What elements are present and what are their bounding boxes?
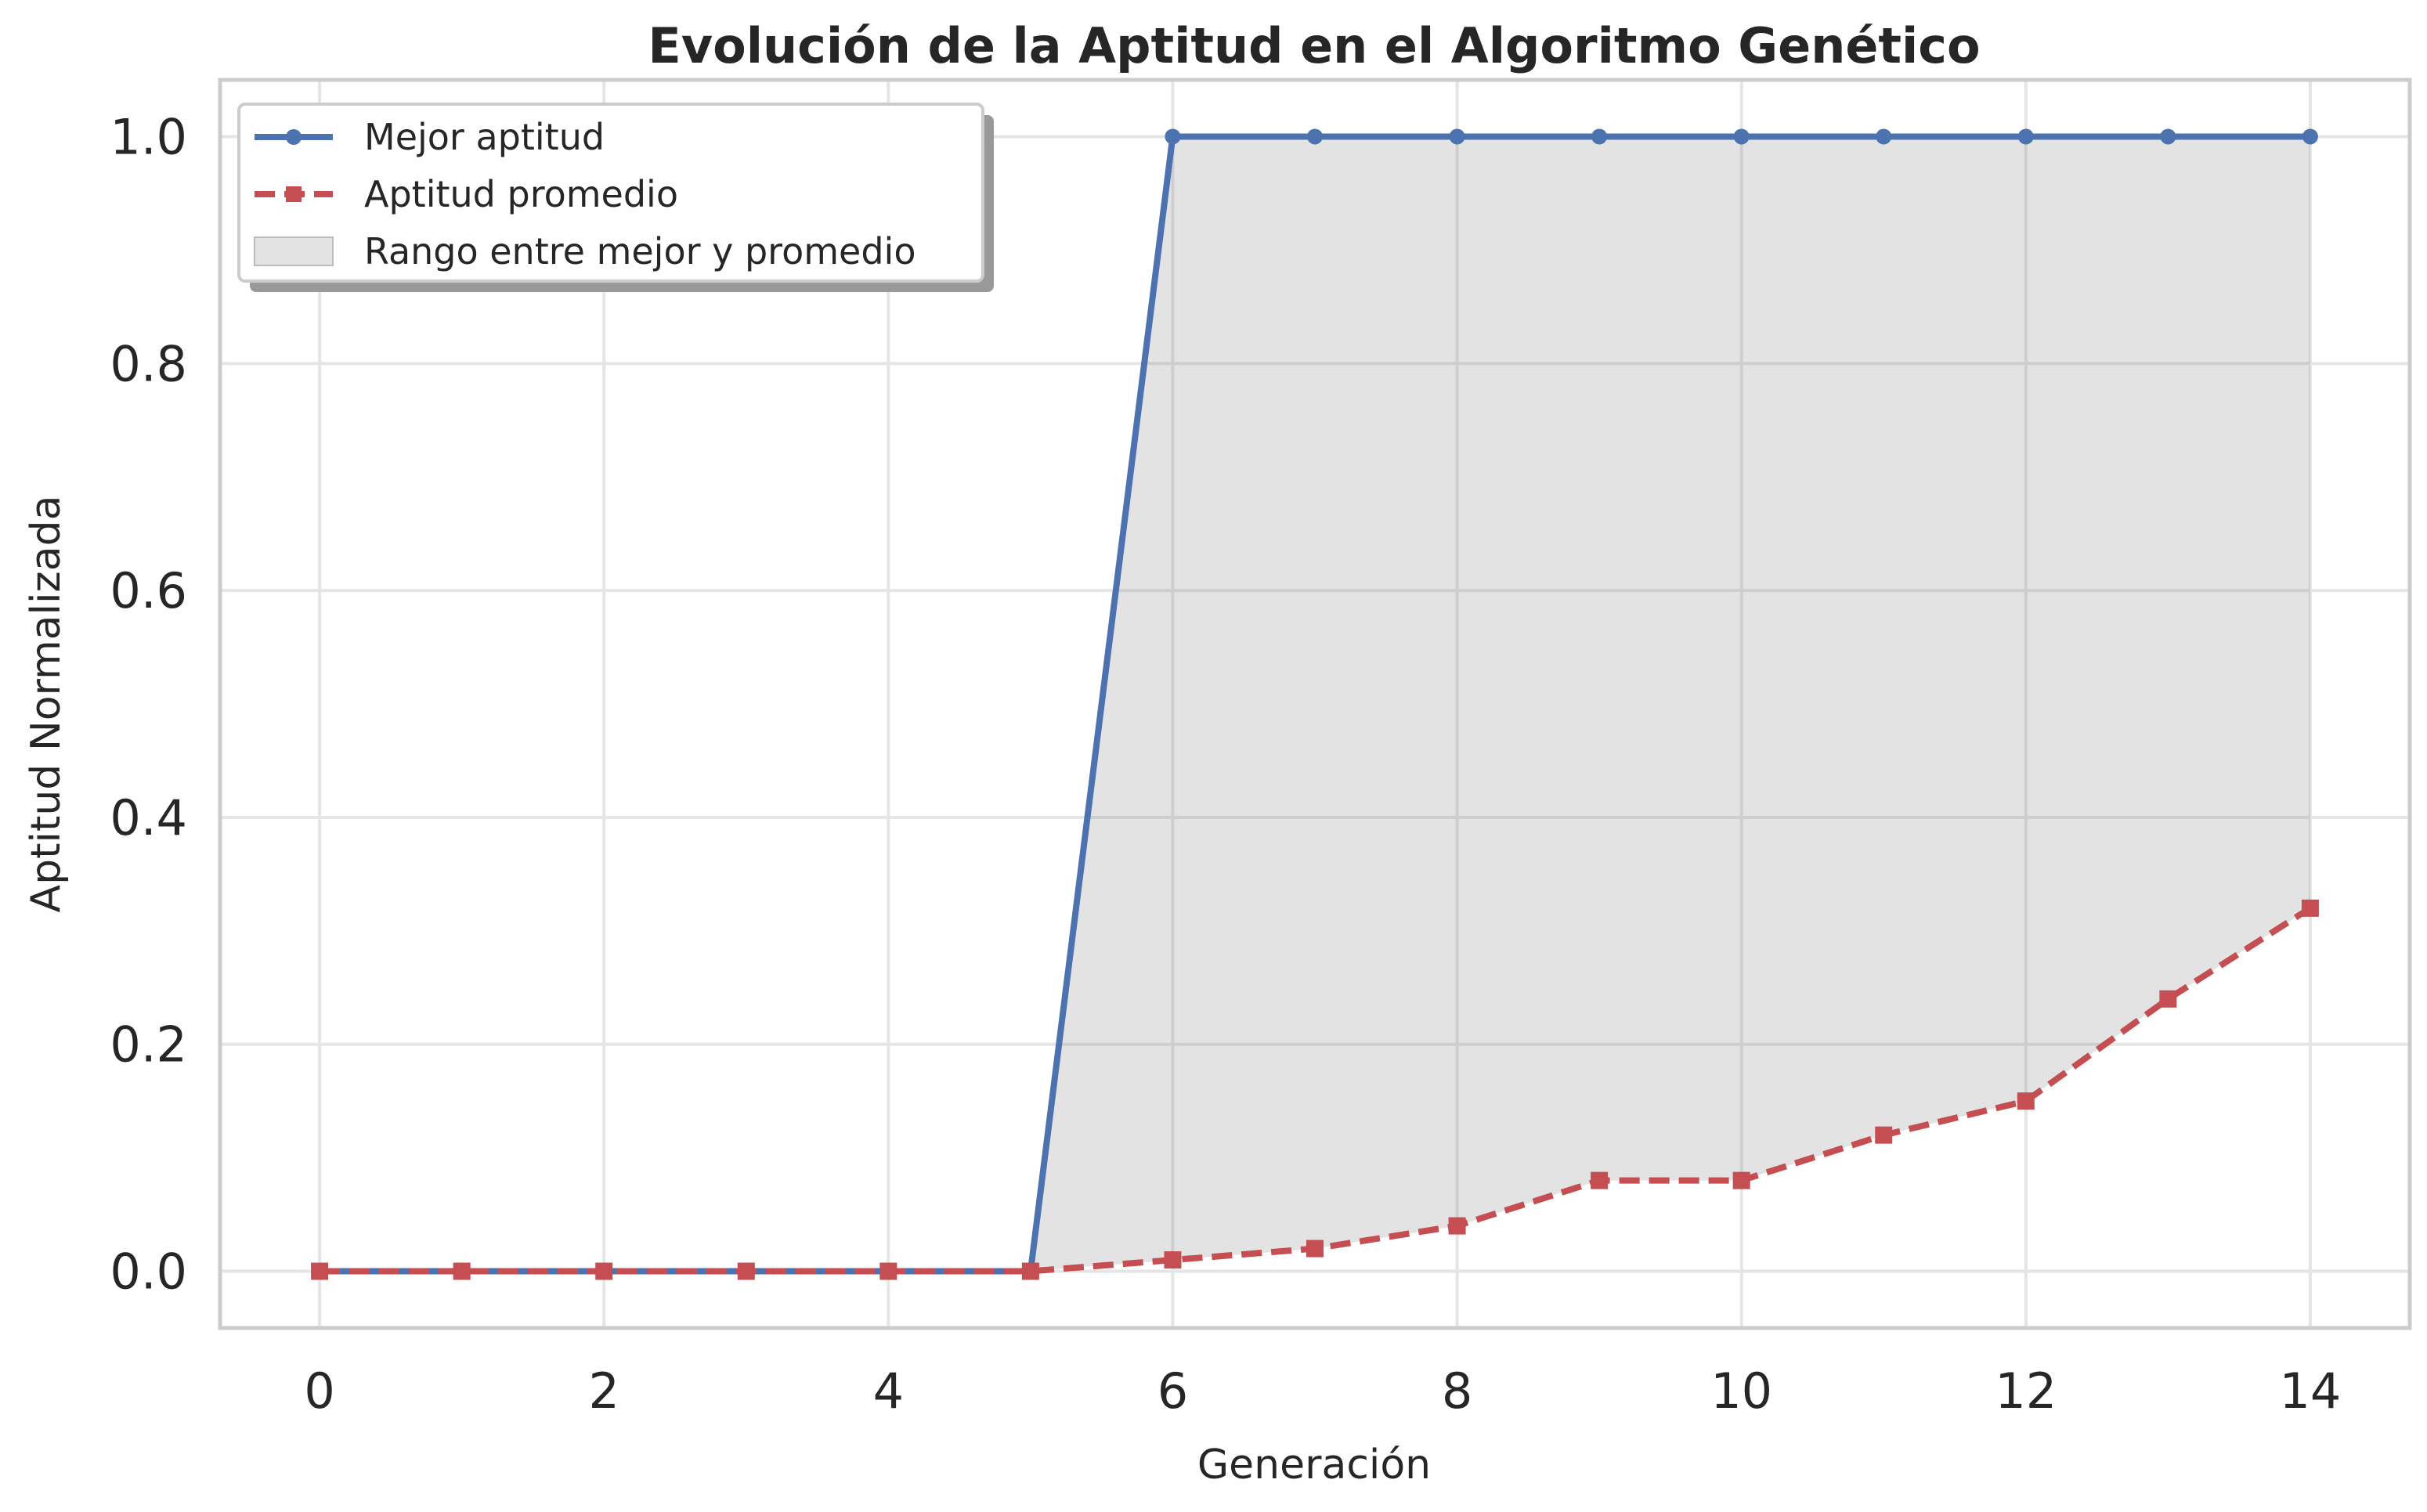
legend: Mejor aptitud Aptitud promedio Rango ent… (237, 103, 994, 292)
legend-label-average: Aptitud promedio (364, 173, 678, 215)
data-point (1591, 1171, 1609, 1189)
data-point (1021, 1262, 1039, 1280)
data-point (1307, 128, 1323, 145)
series-layer (311, 128, 2319, 1280)
data-point (1591, 128, 1608, 145)
y-tick-label: 0.2 (110, 1016, 187, 1074)
series-average (311, 899, 2319, 1280)
data-point (1876, 128, 1892, 145)
fill-between-area (320, 136, 2310, 1272)
x-tick-label: 12 (1995, 1362, 2057, 1420)
y-tick-label: 1.0 (110, 108, 187, 165)
x-tick-label: 8 (1442, 1362, 1472, 1420)
data-point (1733, 128, 1750, 145)
data-point (1164, 1251, 1182, 1269)
data-point (595, 1262, 613, 1280)
plot-frame (218, 78, 2412, 1330)
legend-fill-swatch (254, 236, 334, 266)
legend-label-best: Mejor aptitud (364, 116, 605, 158)
data-point (737, 1262, 755, 1280)
fill-area-layer (320, 136, 2310, 1272)
data-point (453, 1262, 471, 1280)
y-axis-ticks: 0.0 0.2 0.4 0.6 0.8 1.0 (110, 108, 187, 1300)
y-axis-label: Aptitud Normalizada (23, 496, 70, 913)
y-tick-label: 0.4 (110, 789, 187, 846)
x-tick-label: 6 (1158, 1362, 1188, 1420)
data-point (2302, 128, 2318, 145)
x-tick-label: 14 (2279, 1362, 2341, 1420)
y-tick-label: 0.8 (110, 335, 187, 392)
data-point (2301, 899, 2319, 917)
data-point (1875, 1126, 1893, 1144)
legend-box (237, 103, 984, 283)
y-tick-label: 0.6 (110, 562, 187, 619)
y-tick-label: 0.0 (110, 1243, 187, 1301)
legend-marker-best (286, 129, 302, 145)
data-point (2017, 1092, 2035, 1110)
x-axis-label: Generación (1197, 1442, 1431, 1489)
x-tick-label: 0 (304, 1362, 334, 1420)
data-point (1449, 128, 1465, 145)
x-tick-label: 4 (873, 1362, 904, 1420)
data-point (311, 1262, 329, 1280)
data-point (1306, 1240, 1324, 1258)
legend-marker-average (286, 186, 302, 202)
data-point (2159, 990, 2177, 1008)
x-tick-label: 10 (1710, 1362, 1772, 1420)
x-tick-label: 2 (588, 1362, 619, 1420)
data-point (879, 1262, 897, 1280)
data-point (1732, 1171, 1750, 1189)
chart-title: Evolución de la Aptitud en el Algoritmo … (648, 17, 1980, 74)
x-axis-ticks: 0 2 4 6 8 10 12 14 (304, 1362, 2341, 1420)
data-point (2017, 128, 2034, 145)
legend-label-range: Rango entre mejor y promedio (364, 230, 916, 272)
data-point (1165, 128, 1181, 145)
data-point (2160, 128, 2176, 145)
data-point (1448, 1217, 1466, 1235)
